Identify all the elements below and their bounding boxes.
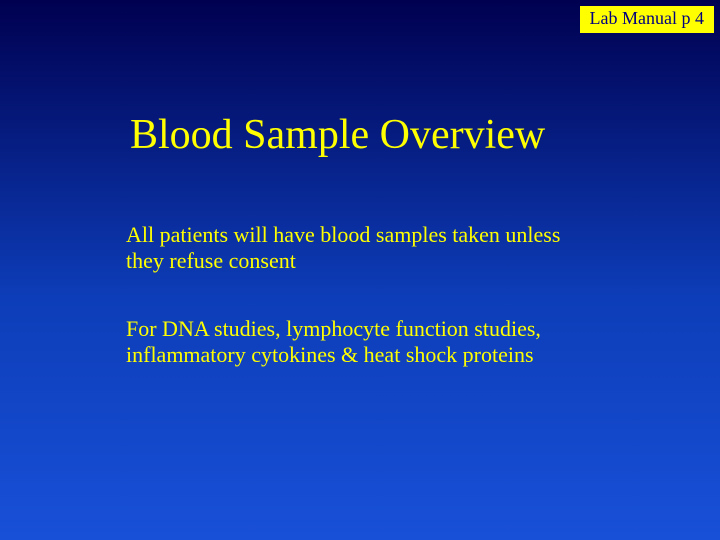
slide: Lab Manual p 4 Blood Sample Overview All… bbox=[0, 0, 720, 540]
page-badge: Lab Manual p 4 bbox=[580, 6, 714, 33]
body-paragraph-1: All patients will have blood samples tak… bbox=[126, 222, 596, 274]
slide-body: All patients will have blood samples tak… bbox=[126, 222, 596, 368]
slide-title: Blood Sample Overview bbox=[130, 112, 545, 158]
body-paragraph-2: For DNA studies, lymphocyte function stu… bbox=[126, 316, 596, 368]
